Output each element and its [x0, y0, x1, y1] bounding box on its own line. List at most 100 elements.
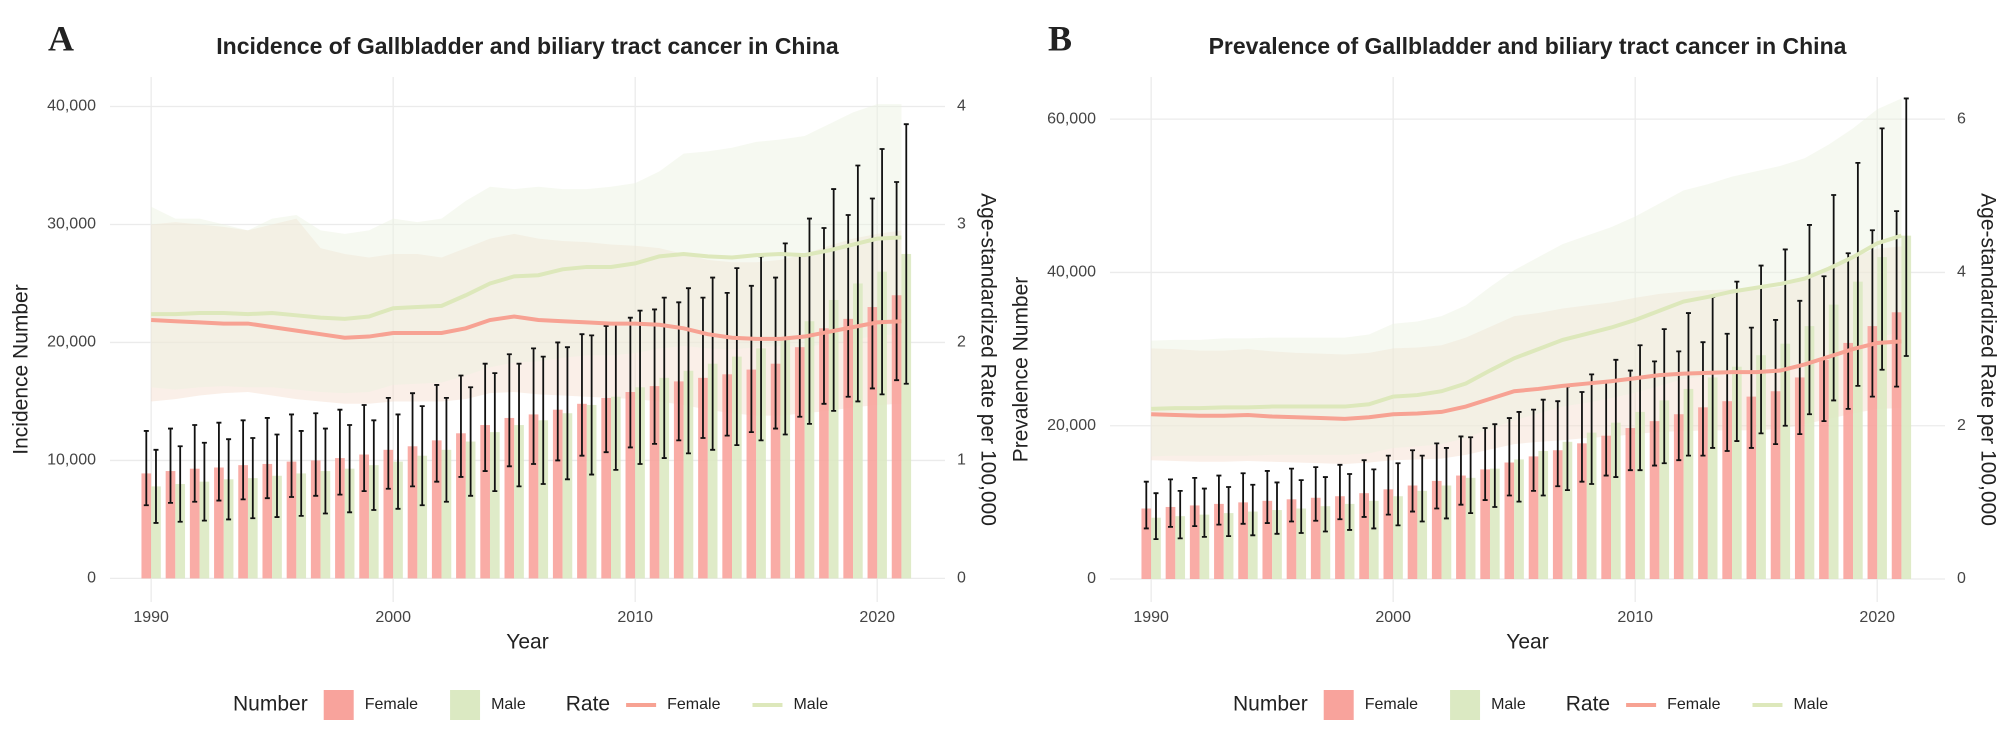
- bar: [320, 471, 331, 579]
- error-bar: [434, 384, 440, 483]
- error-bar: [1894, 210, 1900, 388]
- bar: [141, 473, 152, 579]
- y-tick-label: 60,000: [1047, 110, 1096, 127]
- error-bar: [700, 296, 706, 439]
- bar: [1223, 513, 1234, 580]
- bar: [238, 465, 248, 579]
- y2-axis-title: Age-standardized Rate per 100,000: [1976, 193, 1999, 526]
- error-bar: [1313, 466, 1319, 522]
- bar: [1441, 485, 1452, 580]
- y-axis-title: Incidence Number: [10, 284, 33, 454]
- bar: [673, 381, 684, 579]
- bar: [562, 413, 573, 579]
- x-tick-label: 2010: [617, 609, 653, 626]
- x-axis-title: Year: [506, 631, 548, 654]
- bar: [828, 299, 839, 579]
- error-bar: [492, 372, 498, 493]
- bar: [528, 414, 539, 579]
- error-bar: [250, 437, 256, 520]
- y2-tick-label: 0: [957, 570, 966, 587]
- bar: [407, 446, 418, 579]
- error-bar: [1434, 442, 1440, 510]
- error-bar: [821, 227, 827, 405]
- error-bar: [1879, 127, 1885, 371]
- bar: [1877, 257, 1887, 580]
- error-bar: [313, 412, 319, 497]
- error-bar: [564, 346, 570, 481]
- bar: [756, 348, 766, 579]
- bar: [601, 397, 611, 579]
- error-bar: [1274, 481, 1280, 535]
- uncertainty-band: [1151, 98, 1902, 457]
- error-bar: [627, 316, 633, 449]
- error-bar: [1492, 423, 1498, 508]
- y-tick-label: 0: [1087, 570, 1096, 587]
- bar: [431, 440, 442, 579]
- rate-line: [1151, 233, 1903, 411]
- error-bar: [201, 441, 207, 522]
- error-bar: [579, 333, 585, 457]
- error-bar: [1226, 486, 1232, 537]
- bar: [1635, 411, 1645, 580]
- bar: [1141, 508, 1152, 580]
- error-bar: [637, 309, 643, 465]
- bar: [417, 455, 428, 579]
- bar: [770, 363, 781, 579]
- error-bar: [1371, 468, 1377, 530]
- bar: [223, 479, 234, 579]
- error-bar: [1289, 467, 1295, 523]
- error-bar: [274, 433, 280, 518]
- error-bar: [1506, 417, 1512, 497]
- bar: [1431, 480, 1442, 580]
- error-bar: [1845, 252, 1851, 410]
- legend-swatch: [1323, 690, 1354, 720]
- bar: [877, 271, 887, 579]
- x-tick-label: 1990: [1133, 609, 1169, 626]
- error-bar: [1216, 474, 1222, 526]
- bar: [165, 471, 176, 579]
- bar: [649, 386, 660, 579]
- error-bar: [879, 148, 885, 396]
- error-bar: [1773, 319, 1779, 446]
- bar: [722, 374, 733, 579]
- bar: [1732, 366, 1742, 580]
- error-bar: [1347, 473, 1353, 531]
- bar: [504, 417, 515, 579]
- error-bar: [1250, 483, 1256, 537]
- error-bar: [1468, 436, 1474, 514]
- error-bar: [371, 419, 377, 511]
- bar: [1819, 359, 1829, 580]
- error-bar: [1676, 350, 1682, 462]
- error-bar: [1627, 369, 1633, 472]
- error-bar: [589, 334, 595, 476]
- bar: [1359, 493, 1369, 580]
- error-bar: [734, 267, 740, 446]
- error-bar: [1153, 492, 1159, 541]
- bar: [1310, 497, 1321, 580]
- bar: [1214, 503, 1224, 580]
- bar: [1649, 421, 1660, 580]
- bar: [867, 307, 878, 579]
- y2-tick-label: 4: [1957, 264, 1966, 281]
- bar: [1335, 496, 1345, 580]
- bar: [1746, 396, 1757, 580]
- error-bar: [652, 308, 658, 445]
- error-bar: [1322, 476, 1328, 533]
- rate-line: [1151, 339, 1902, 421]
- uncertainty-band: [151, 104, 902, 394]
- y-tick-label: 30,000: [47, 216, 96, 233]
- error-bar: [1758, 264, 1764, 435]
- legend-swatch: [1450, 690, 1481, 720]
- error-bar: [903, 123, 909, 385]
- bar: [393, 461, 403, 579]
- error-bar: [226, 438, 232, 521]
- error-bar: [385, 396, 391, 490]
- legend-label: Male: [1793, 696, 1828, 713]
- bar: [1659, 400, 1670, 580]
- legend-label: Female: [1667, 696, 1720, 713]
- bar: [683, 370, 694, 579]
- error-bar: [1831, 194, 1837, 402]
- error-bar: [1700, 341, 1706, 457]
- bar: [1794, 377, 1805, 580]
- bar: [1562, 441, 1573, 580]
